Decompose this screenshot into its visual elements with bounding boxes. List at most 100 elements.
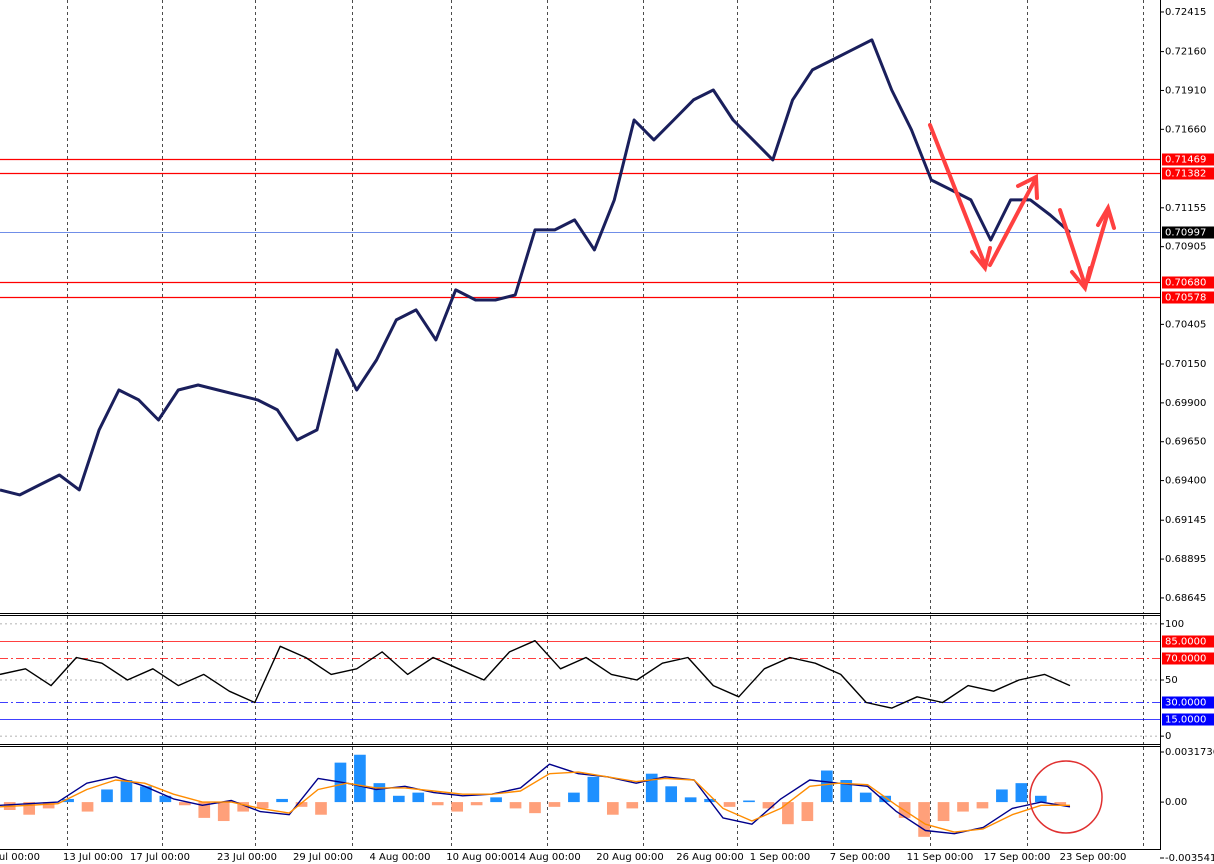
histogram-bar — [509, 802, 522, 809]
histogram-bar — [762, 802, 775, 809]
arrow — [1058, 208, 1087, 287]
histogram-bar — [743, 800, 755, 803]
y-tick-label: 100 — [1165, 619, 1184, 630]
histogram-bar — [568, 792, 580, 803]
level-label: 0.71382 — [1165, 169, 1206, 180]
level-label-box — [1162, 713, 1214, 726]
histogram-bar — [140, 786, 152, 803]
plot: 0.72415 0.72160 0.71910 0.71660 0.71155 0.709… — [0, 7, 1214, 864]
histogram-bar — [1034, 795, 1047, 803]
level-label-box — [1162, 291, 1214, 304]
level-label: 30.0000 — [1165, 698, 1206, 709]
x-tick-label: 29 Jul 00:00 — [293, 852, 353, 863]
histogram-bar — [937, 802, 950, 822]
level-label-box — [1162, 276, 1214, 289]
histogram-bar — [957, 802, 969, 812]
highlight-circle — [1029, 760, 1103, 834]
histogram-bar — [918, 802, 930, 837]
y-tick-label: 0.68645 — [1165, 593, 1206, 604]
histogram-bar — [490, 797, 502, 803]
frame — [0, 0, 1161, 850]
histogram-bar — [996, 789, 1008, 803]
histogram-bar — [81, 802, 94, 812]
histogram-bar — [354, 754, 366, 803]
histogram-bar — [529, 802, 541, 814]
histogram-bar — [782, 802, 794, 825]
level-label: 0.70997 — [1165, 228, 1206, 239]
histogram-bar — [159, 795, 172, 803]
histogram-bar — [665, 786, 678, 803]
y-tick-label: 0.70405 — [1165, 319, 1206, 330]
level-label-box — [1162, 153, 1214, 166]
histogram-bar — [276, 798, 288, 803]
arrowhead — [1096, 203, 1116, 230]
level-label: 70.0000 — [1165, 654, 1206, 665]
histogram-bar — [587, 776, 600, 803]
x-tick-label: 1 Sep 00:00 — [750, 852, 810, 863]
level-label: 15.0000 — [1165, 715, 1206, 726]
histogram-bar — [859, 792, 872, 803]
x-tick-label: 10 Aug 00:00 — [446, 852, 513, 863]
y-tick-label: 0.72160 — [1165, 47, 1206, 58]
histogram-bar — [470, 802, 483, 806]
histogram-bar — [684, 797, 697, 803]
level-label-box — [1162, 167, 1214, 180]
y-tick-label: 0.70905 — [1165, 242, 1206, 253]
histogram-bar — [431, 802, 444, 806]
level-label-box — [1162, 696, 1214, 709]
histogram-bar — [1015, 783, 1028, 803]
y-tick-label: 50 — [1165, 675, 1178, 686]
histogram-bar — [626, 802, 639, 809]
arrowhead — [970, 246, 992, 273]
level-label-box — [1162, 226, 1214, 239]
histogram-bar — [373, 783, 386, 803]
y-tick-label: 0.69145 — [1165, 515, 1206, 526]
histogram-bar — [412, 792, 425, 803]
histogram-bar — [178, 802, 191, 806]
y-tick-label: 0.71660 — [1165, 124, 1206, 135]
histogram-bar — [237, 802, 250, 812]
y-tick-label: 0.68895 — [1165, 554, 1206, 565]
series-line — [0, 771, 1070, 833]
histogram-bar — [801, 802, 814, 822]
histogram-bar — [315, 802, 327, 815]
forecast-arrows — [928, 123, 1116, 293]
x-tick-label: Jul 00:00 — [0, 852, 40, 863]
x-tick-label: 23 Sep 00:00 — [1060, 852, 1127, 863]
y-tick-label: -0.0035412 — [1165, 853, 1214, 864]
time-grid — [67, 0, 1144, 849]
x-tick-label: 13 Jul 00:00 — [63, 852, 123, 863]
arrowhead — [1016, 173, 1039, 200]
arrow — [1086, 210, 1110, 282]
x-tick-label: 4 Aug 00:00 — [369, 852, 430, 863]
y-tick-label: 0.72415 — [1165, 7, 1206, 18]
histogram-bar — [392, 795, 405, 803]
histogram-bar — [120, 779, 133, 803]
histogram-bar — [198, 802, 211, 818]
histogram-bar — [820, 770, 833, 803]
histogram-bar — [976, 802, 989, 809]
arrow — [928, 123, 987, 267]
x-tick-label: 14 Aug 00:00 — [513, 852, 580, 863]
series-line — [0, 38, 1071, 497]
level-label: 0.70680 — [1165, 278, 1206, 289]
arrow — [988, 178, 1037, 267]
y-tick-label: 0 — [1165, 731, 1171, 742]
histogram-bar — [23, 802, 36, 815]
histogram-bar — [548, 802, 561, 807]
x-tick-label: 17 Jul 00:00 — [130, 852, 190, 863]
level-label: 85.0000 — [1165, 637, 1206, 648]
y-tick-label: 0.69900 — [1165, 398, 1206, 409]
y-tick-label: 0.00 — [1165, 797, 1187, 808]
level-label: 0.70578 — [1165, 293, 1206, 304]
histogram-bar — [723, 802, 736, 807]
histogram-bar — [256, 802, 269, 809]
histogram-bar — [42, 802, 55, 809]
series-line — [0, 640, 1071, 709]
level-label-box — [1162, 652, 1214, 665]
x-tick-label: 26 Aug 00:00 — [676, 852, 743, 863]
histogram-bar — [217, 802, 230, 822]
histogram-bar — [101, 789, 113, 803]
series-line — [0, 763, 1071, 835]
